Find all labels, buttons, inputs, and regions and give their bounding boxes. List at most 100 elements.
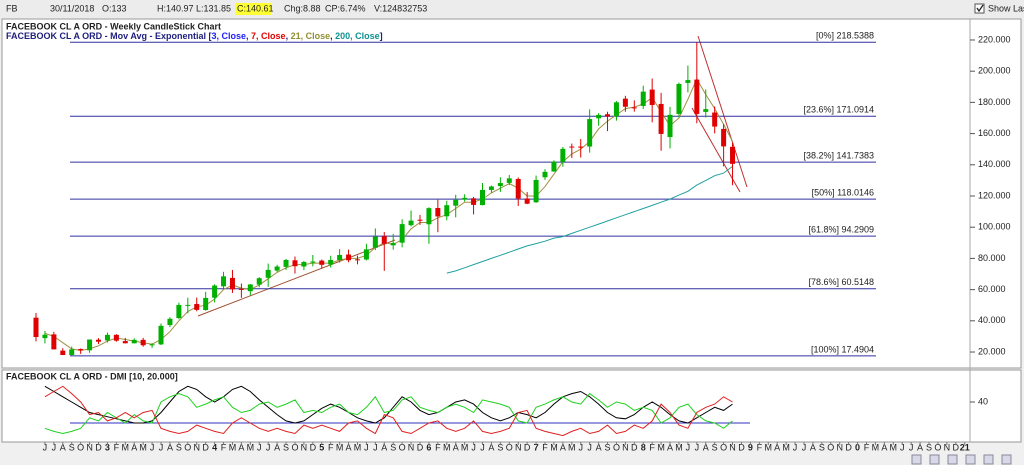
x-tick-label: J xyxy=(909,442,914,452)
x-tick-label: 0 xyxy=(855,442,860,452)
trend-line xyxy=(197,239,396,317)
icon[interactable] xyxy=(929,454,940,465)
candle-body xyxy=(703,109,709,112)
main-panel xyxy=(1,18,1022,369)
candle-body xyxy=(631,107,637,109)
candle-body xyxy=(292,260,298,267)
candle-body xyxy=(51,334,57,350)
x-tick-label: J xyxy=(257,442,262,452)
show-last[interactable]: Show Last xyxy=(988,3,1024,13)
x-tick-label: D xyxy=(631,442,638,452)
candle-body xyxy=(337,254,343,260)
candle-body xyxy=(426,208,432,225)
x-tick-label: 6 xyxy=(426,442,431,452)
candle-body xyxy=(203,297,209,311)
x-tick-label: S xyxy=(176,442,182,452)
legend-separator: , xyxy=(286,31,291,41)
candle-body xyxy=(221,276,227,287)
x-tick-label: N xyxy=(622,442,629,452)
candle-body xyxy=(417,219,423,221)
x-tick-label: M xyxy=(461,442,469,452)
candle-body xyxy=(104,334,110,341)
x-tick-label: O xyxy=(613,442,620,452)
x-tick-label: O xyxy=(77,442,84,452)
candle-body xyxy=(453,199,459,206)
x-tick-label: J xyxy=(43,442,48,452)
x-tick-label: N xyxy=(301,442,308,452)
y-tick-label: 180.000 xyxy=(978,97,1011,107)
x-tick-label: D xyxy=(202,442,209,452)
candle-body xyxy=(33,317,39,338)
x-tick-label: J xyxy=(480,442,485,452)
candle-body xyxy=(381,236,387,244)
candle-body xyxy=(69,349,75,355)
candle-body xyxy=(140,339,146,346)
x-tick-label: M xyxy=(657,442,665,452)
candle-body xyxy=(256,278,262,285)
x-tick-label: N xyxy=(193,442,200,452)
y-tick-label: 220.000 xyxy=(978,34,1011,44)
x-tick-label: J xyxy=(159,442,164,452)
x-tick-label: M xyxy=(765,442,773,452)
candle-body xyxy=(167,318,173,326)
icon[interactable] xyxy=(983,454,994,465)
x-tick-label: A xyxy=(274,442,280,452)
x-tick-label: 7 xyxy=(534,442,539,452)
candle-body xyxy=(319,260,325,265)
candle-body xyxy=(87,339,93,351)
icon[interactable] xyxy=(911,454,922,465)
candle-body xyxy=(301,261,307,267)
candle-body xyxy=(658,103,664,134)
candle-body xyxy=(113,334,119,341)
x-tick-label: S xyxy=(497,442,503,452)
checkbox[interactable] xyxy=(974,3,985,14)
candle-body xyxy=(131,339,137,344)
y-tick-label: 40.000 xyxy=(978,315,1006,325)
x-tick-label: 5 xyxy=(319,442,324,452)
fib-label: [38.2%] 141.7383 xyxy=(803,150,874,160)
x-tick-label: F xyxy=(328,442,334,452)
close-highlight xyxy=(235,3,271,15)
candle-body xyxy=(238,288,244,290)
x-tick-label: M xyxy=(890,442,898,452)
candle-body xyxy=(730,146,736,164)
icon[interactable] xyxy=(965,454,976,465)
x-tick-label: J xyxy=(900,442,905,452)
candle-body xyxy=(399,224,405,243)
legend-prefix: FACEBOOK CL A ORD - Mov Avg - Exponentia… xyxy=(6,31,212,41)
toolbar xyxy=(0,0,1024,18)
candle-body xyxy=(480,189,485,206)
x-tick-label: N xyxy=(86,442,93,452)
candle-body xyxy=(471,198,477,205)
candle-body xyxy=(265,269,271,278)
x-tick-label: A xyxy=(667,442,673,452)
icon[interactable] xyxy=(947,454,958,465)
x-tick-label: M xyxy=(229,442,237,452)
legend-entry: 7, Close xyxy=(251,31,286,41)
ma-legend: FACEBOOK CL A ORD - Mov Avg - Exponentia… xyxy=(6,31,383,41)
candle-body xyxy=(542,171,548,178)
candle-body xyxy=(346,254,352,261)
candle-body xyxy=(560,148,566,162)
x-tick-label: M xyxy=(354,442,362,452)
candle-body xyxy=(96,339,102,342)
x-tick-label: J xyxy=(471,442,476,452)
date: 30/11/2018 xyxy=(50,3,94,13)
fib-label: [0%] 218.5388 xyxy=(816,31,874,41)
low: L:131.85 xyxy=(196,3,231,13)
candle-body xyxy=(533,179,539,203)
x-tick-label: N xyxy=(836,442,843,452)
dmi-panel xyxy=(1,369,1022,443)
x-tick-label: A xyxy=(60,442,66,452)
x-tick-label: 9 xyxy=(748,442,753,452)
fib-label: [78.6%] 60.5148 xyxy=(808,277,874,287)
x-tick-label: O xyxy=(827,442,834,452)
candle-body xyxy=(363,249,369,260)
x-tick-label: A xyxy=(453,442,459,452)
legend-separator: , xyxy=(246,31,251,41)
x-tick-label: D xyxy=(524,442,531,452)
candle-body xyxy=(721,128,727,147)
open: O:133 xyxy=(102,3,127,13)
icon[interactable] xyxy=(1001,454,1012,465)
